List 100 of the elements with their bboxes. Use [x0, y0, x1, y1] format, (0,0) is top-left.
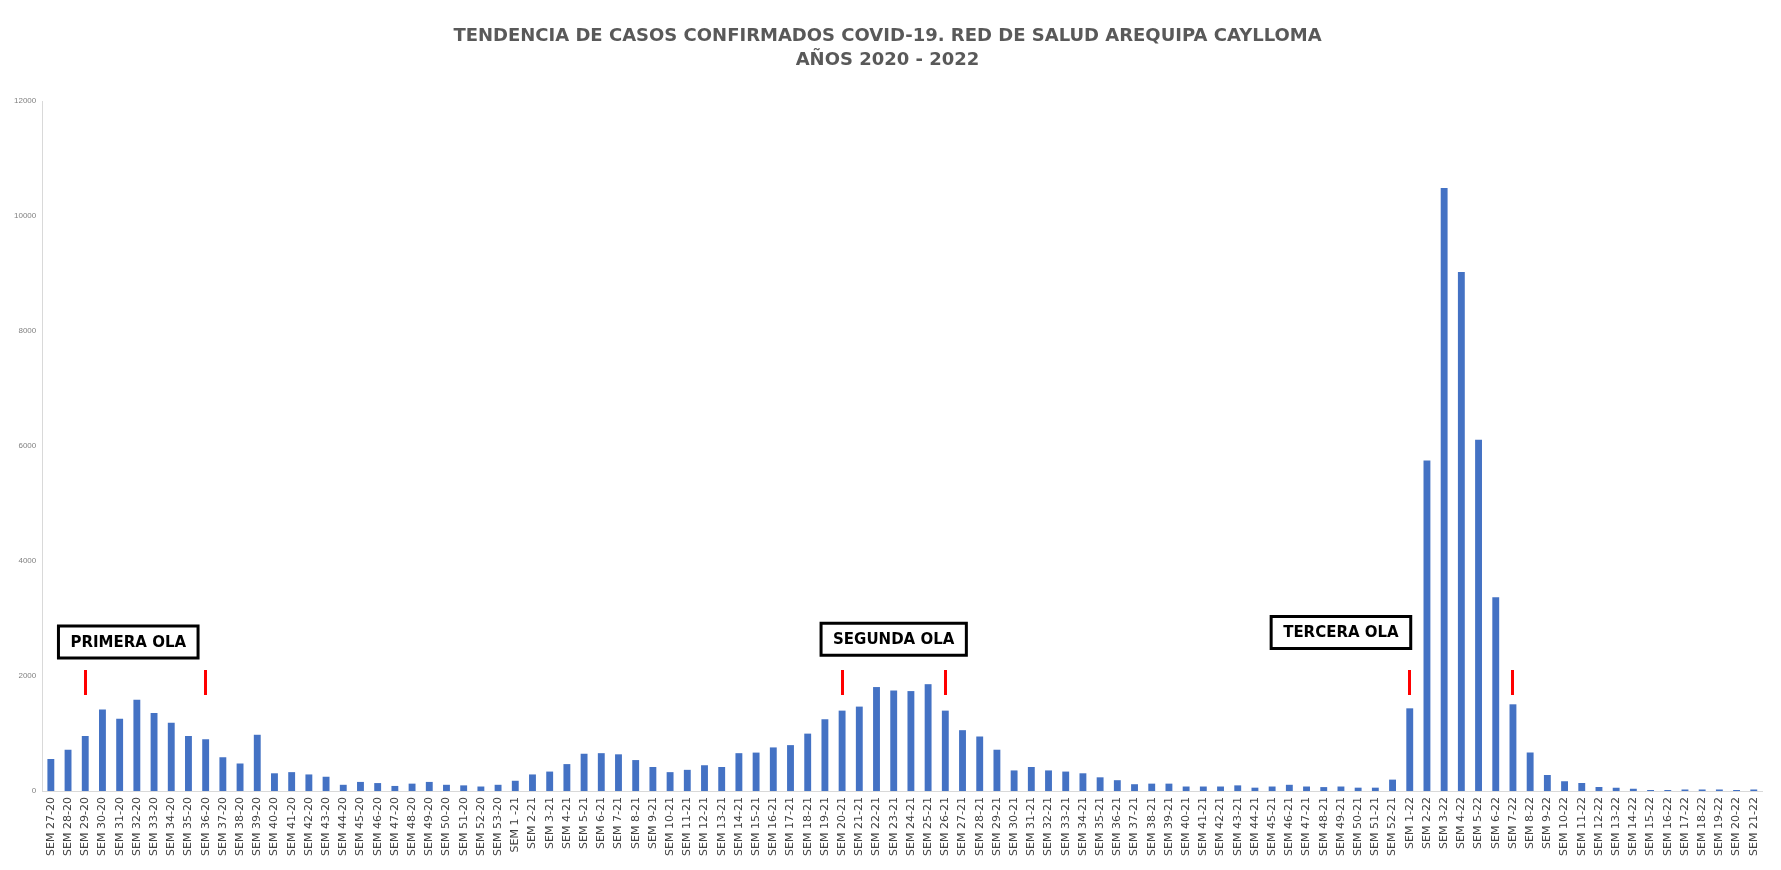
x-tick-label: SEM 5-22 [1471, 797, 1485, 850]
x-tick-label: SEM 26-21 [938, 797, 952, 857]
x-tick-label: SEM 33-21 [1058, 797, 1072, 857]
x-tick-label: SEM 16-21 [766, 797, 780, 857]
x-tick-label: SEM 45-20 [353, 797, 367, 857]
x-tick-label: SEM 2-21 [525, 797, 539, 850]
x-tick-label: SEM 27-21 [955, 797, 969, 857]
bar [529, 774, 536, 792]
bar [1079, 773, 1087, 792]
bar [305, 774, 313, 792]
x-tick-label: SEM 52-20 [473, 797, 487, 857]
bar [1389, 779, 1396, 792]
x-tick-label: SEM 6-21 [594, 797, 608, 850]
x-tick-label: SEM 53-20 [490, 797, 504, 857]
x-tick-label: SEM 19-21 [817, 797, 831, 857]
bar [752, 752, 760, 792]
x-tick-label: SEM 33-20 [146, 797, 160, 857]
x-tick-label: SEM 30-20 [95, 797, 109, 857]
x-tick-label: SEM 6-22 [1488, 797, 1502, 850]
bar [769, 747, 777, 792]
x-tick-label: SEM 9-22 [1540, 797, 1554, 850]
y-tick-label: 2000 [18, 671, 37, 681]
bar [1010, 770, 1018, 792]
bar [1148, 783, 1156, 792]
bar [339, 784, 347, 792]
x-tick-label: SEM 38-20 [232, 797, 246, 857]
bar [322, 776, 330, 792]
bar [1440, 188, 1448, 792]
x-tick-label: SEM 39-20 [250, 797, 264, 857]
x-tick-label: SEM 41-21 [1196, 797, 1210, 857]
x-tick-label: SEM 7-22 [1505, 797, 1519, 850]
x-tick-label: SEM 18-22 [1695, 797, 1709, 857]
x-tick-label: SEM 1 -21 [508, 797, 522, 853]
bar [838, 710, 846, 792]
x-tick-label: SEM 13-21 [714, 797, 728, 857]
x-tick-label: SEM 31-21 [1024, 797, 1038, 857]
annotation: TERCERA OLA [1283, 623, 1400, 642]
x-tick-label: SEM 43-21 [1230, 797, 1244, 857]
x-tick-label: SEM 49-20 [422, 797, 436, 857]
x-tick-label: SEM 43-20 [318, 797, 332, 857]
x-tick-label: SEM 8-22 [1523, 797, 1537, 850]
bar [1131, 784, 1138, 792]
bar [855, 706, 863, 792]
x-tick-label: SEM 3-22 [1437, 797, 1451, 850]
bar [1457, 271, 1465, 792]
bar [718, 766, 726, 792]
bar [494, 784, 502, 792]
x-tick-label: SEM 27-20 [43, 797, 57, 857]
x-tick-label: SEM 28-21 [972, 797, 986, 857]
bar [357, 781, 364, 792]
y-tick-label: 4000 [18, 556, 37, 566]
x-tick-label: SEM 46-20 [370, 797, 384, 857]
x-tick-label: SEM 45-21 [1264, 797, 1278, 857]
x-tick-label: SEM 37-20 [215, 797, 229, 857]
x-tick-label: SEM 30-21 [1006, 797, 1020, 857]
x-tick-label: SEM 17-21 [783, 797, 797, 857]
bar [425, 781, 433, 792]
x-tick-label: SEM 12-21 [697, 797, 711, 857]
bar [1475, 439, 1482, 792]
x-tick-label: SEM 50-20 [439, 797, 453, 857]
x-tick-label: SEM 40-21 [1178, 797, 1192, 857]
x-tick-label: SEM 36-20 [198, 797, 212, 857]
x-tick-label: SEM 11-22 [1574, 797, 1588, 857]
bar [1320, 787, 1328, 792]
bar [1526, 752, 1534, 792]
bar [374, 783, 382, 792]
bar [1113, 780, 1121, 792]
x-tick-label: SEM 32-20 [129, 797, 143, 857]
x-tick-label: SEM 22-21 [869, 797, 883, 857]
x-tick-label: SEM 51-20 [456, 797, 470, 857]
x-tick-label: SEM 4-21 [559, 797, 573, 850]
x-tick-label: SEM 35-21 [1092, 797, 1106, 857]
bar [563, 764, 571, 792]
x-tick-label: SEM 47-20 [387, 797, 401, 857]
x-tick-label: SEM 44-21 [1247, 797, 1261, 857]
x-tick-label: SEM 12-22 [1591, 797, 1605, 857]
x-tick-label: SEM 14-22 [1626, 797, 1640, 857]
bar [649, 766, 657, 792]
annotation: SEGUNDA OLA [833, 630, 955, 649]
bar [1045, 770, 1052, 792]
x-tick-label: SEM 3-21 [542, 797, 556, 850]
x-tick-label: SEM 36-21 [1110, 797, 1124, 857]
x-tick-label: SEM 51-21 [1368, 797, 1382, 857]
x-tick-label: SEM 2-22 [1419, 797, 1433, 850]
x-tick-label: SEM 38-21 [1144, 797, 1158, 857]
x-tick-label: SEM 19-22 [1712, 797, 1726, 857]
bar [1165, 783, 1173, 792]
bar [408, 783, 416, 792]
x-tick-label: SEM 15-22 [1643, 797, 1657, 857]
bar [804, 733, 812, 792]
bar [959, 730, 966, 792]
chart-title: TENDENCIA DE CASOS CONFIRMADOS COVID-19. RED DE SALUD AREQUIPA CAYLLOMA [453, 24, 1322, 46]
bar [1543, 775, 1551, 792]
x-tick-label: SEM 48-20 [404, 797, 418, 857]
bar [47, 758, 55, 792]
x-tick-label: SEM 25-21 [920, 797, 934, 857]
x-tick-label: SEM 39-21 [1161, 797, 1175, 857]
x-tick-label: SEM 24-21 [903, 797, 917, 857]
x-tick-label: SEM 42-21 [1213, 797, 1227, 857]
bar [99, 709, 106, 792]
